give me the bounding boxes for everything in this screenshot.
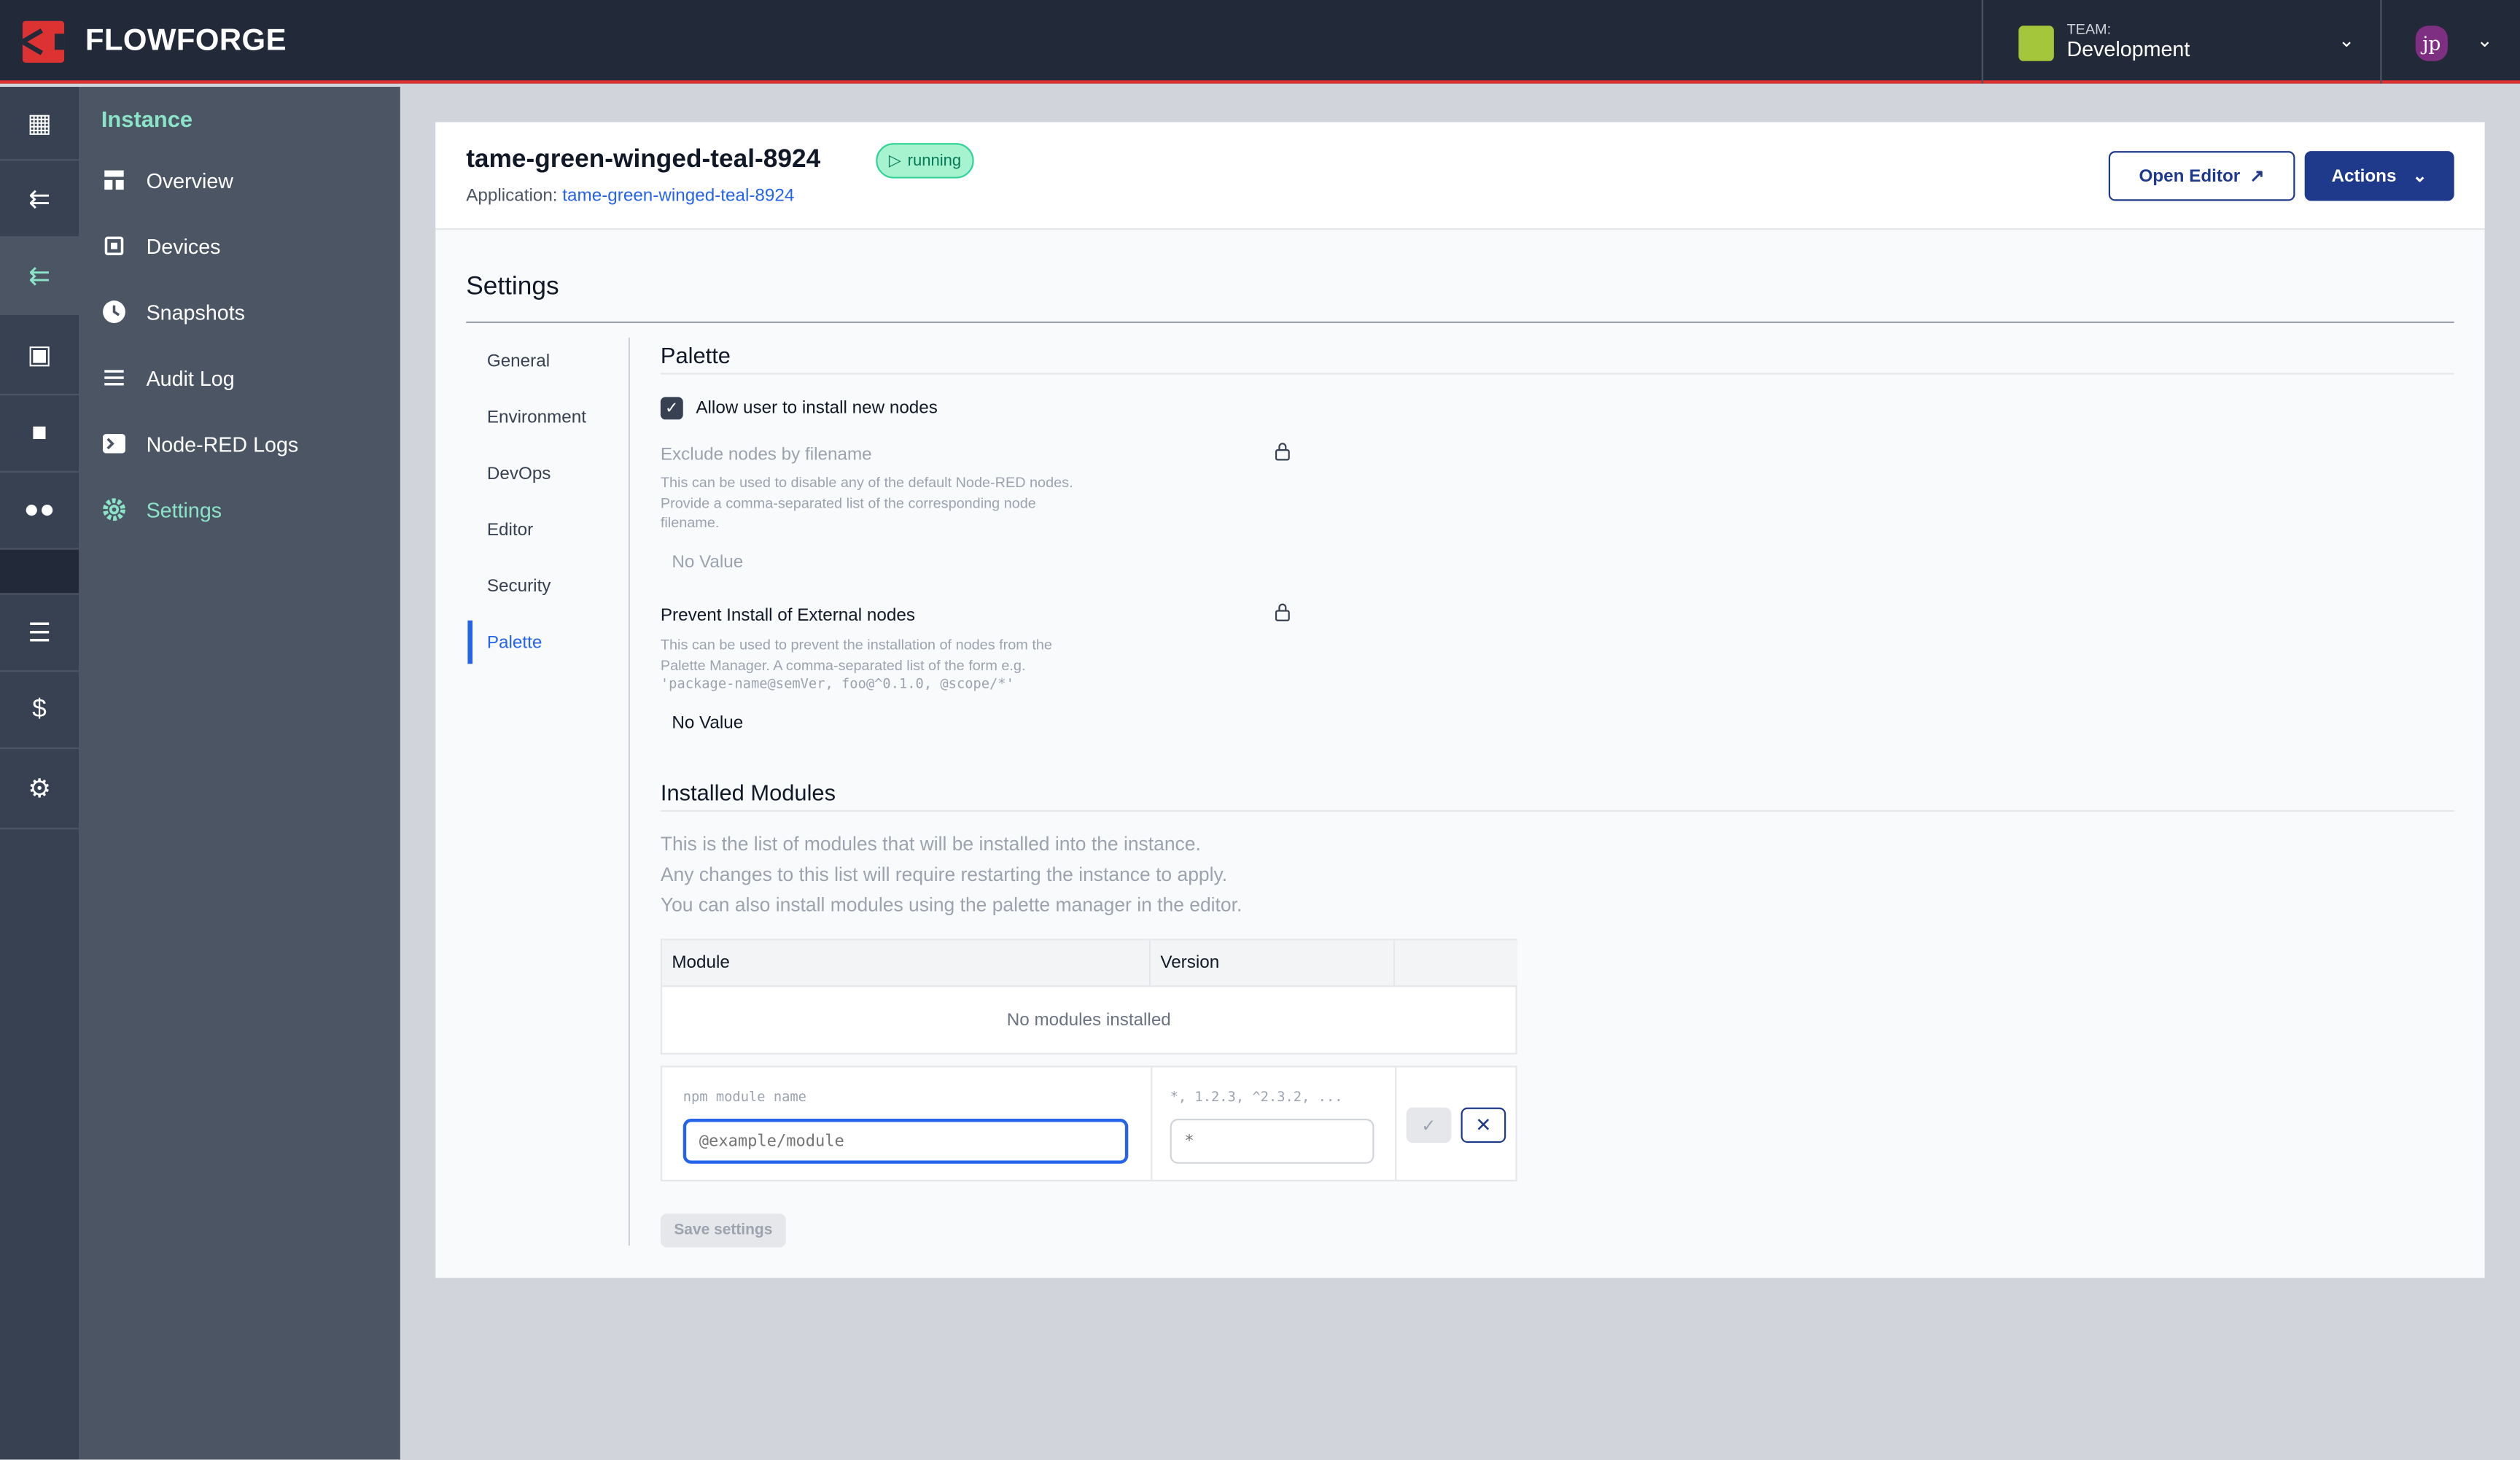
instance-name: tame-green-winged-teal-8924 xyxy=(466,146,821,174)
version-input[interactable] xyxy=(1170,1119,1374,1164)
sidebar-heading: Instance xyxy=(101,106,193,132)
allow-install-checkbox[interactable]: ✓ xyxy=(660,397,683,420)
team-avatar xyxy=(2018,26,2054,61)
installed-modules-title: Installed Modules xyxy=(660,779,836,806)
tab-security[interactable]: Security xyxy=(486,577,551,597)
instance-card: tame-green-winged-teal-8924 ▷ running App… xyxy=(435,122,2485,1278)
allow-install-row: ✓ Allow user to install new nodes xyxy=(660,397,938,420)
empty-state: No modules installed xyxy=(1006,1011,1171,1030)
layout-icon: ▦ xyxy=(27,109,52,138)
tab-editor[interactable]: Editor xyxy=(486,521,534,540)
module-name-input[interactable] xyxy=(682,1119,1129,1164)
active-tab-indicator xyxy=(467,620,473,664)
settings-title: Settings xyxy=(466,273,559,301)
application-line: Application: tame-green-winged-teal-8924 xyxy=(466,186,795,206)
sidebar-item-devices[interactable]: Devices xyxy=(101,233,221,259)
rail-applications[interactable]: ⇇ xyxy=(0,160,79,238)
module-name-label: npm module name xyxy=(682,1090,806,1106)
confirm-button[interactable]: ✓ xyxy=(1406,1107,1452,1143)
chip-icon xyxy=(104,236,124,256)
rail-settings[interactable]: ⚙ xyxy=(0,749,79,830)
lock-icon xyxy=(1275,603,1290,621)
palette-title: Palette xyxy=(660,342,731,368)
prevent-label: Prevent Install of External nodes xyxy=(660,605,915,626)
column-module: Module xyxy=(662,940,1151,987)
chevron-down-icon[interactable]: ⌄ xyxy=(2476,28,2493,52)
prevent-description: This can be used to prevent the installa… xyxy=(660,636,1052,693)
check-icon: ✓ xyxy=(1421,1116,1436,1136)
rail-storage[interactable]: ☰ xyxy=(0,595,79,672)
divider xyxy=(466,321,2454,324)
status-badge: ▷ running xyxy=(876,143,974,179)
team-selector[interactable]: TEAM: Development ⌄ xyxy=(1981,0,2382,84)
chevron-down-icon: ⌄ xyxy=(2338,28,2355,52)
team-label: TEAM: xyxy=(2066,20,2112,37)
gear-icon xyxy=(103,498,125,521)
play-circle-icon: ▷ xyxy=(888,152,901,170)
chip-icon: ▣ xyxy=(27,341,52,369)
users-icon: ●● xyxy=(23,495,55,524)
column-version: Version xyxy=(1151,940,1396,987)
sidebar-item-node-red-logs[interactable]: Node-RED Logs xyxy=(101,431,298,457)
rail-devices[interactable]: ▣ xyxy=(0,315,79,396)
dollar-icon: $ xyxy=(32,695,47,723)
icon-rail: ▦ ⇇ ⇇ ▣ ■ ●● ☰ $ ⚙ xyxy=(0,87,79,1460)
chevron-down-icon: ⌄ xyxy=(2412,167,2427,187)
list-icon xyxy=(104,370,124,386)
modules-description: This is the list of modules that will be… xyxy=(660,832,1242,917)
actions-button[interactable]: Actions ⌄ xyxy=(2304,151,2454,201)
tab-palette[interactable]: Palette xyxy=(486,633,542,653)
exclude-description: This can be used to disable any of the d… xyxy=(660,474,1073,531)
flow-icon: ⇇ xyxy=(28,263,50,290)
sidebar-item-overview[interactable]: Overview xyxy=(101,167,233,193)
rail-library[interactable]: ■ xyxy=(0,395,79,473)
sidebar-item-snapshots[interactable]: Snapshots xyxy=(101,299,245,325)
clock-icon xyxy=(103,300,125,324)
sidebar-item-audit-log[interactable]: Audit Log xyxy=(101,365,235,390)
rail-instances[interactable]: ⇇ xyxy=(0,238,79,316)
flow-icon: ⇇ xyxy=(28,185,50,214)
version-label: *, 1.2.3, ^2.3.2, ... xyxy=(1170,1090,1343,1106)
add-module-row: npm module name *, 1.2.3, ^2.3.2, ... ✓ … xyxy=(660,1065,1517,1182)
exclude-label: Exclude nodes by filename xyxy=(660,445,872,465)
tab-general[interactable]: General xyxy=(486,352,551,372)
terminal-icon xyxy=(103,434,125,454)
lock-icon xyxy=(1275,443,1290,461)
open-editor-button[interactable]: Open Editor ↗ xyxy=(2108,151,2295,201)
save-settings-button[interactable]: Save settings xyxy=(660,1214,786,1248)
tab-environment[interactable]: Environment xyxy=(486,408,586,428)
team-name: Development xyxy=(2066,36,2190,61)
divider xyxy=(660,373,2454,375)
divider xyxy=(660,809,2454,812)
application-link[interactable]: tame-green-winged-teal-8924 xyxy=(562,186,795,206)
user-avatar[interactable]: jp xyxy=(2415,26,2448,61)
sidebar-item-settings[interactable]: Settings xyxy=(101,497,222,522)
rail-divider xyxy=(0,549,79,595)
rail-members[interactable]: ●● xyxy=(0,473,79,550)
cancel-button[interactable]: ✕ xyxy=(1461,1107,1506,1143)
layout-icon xyxy=(104,170,124,190)
modules-table: Module Version No modules installed xyxy=(660,939,1517,1055)
flowforge-logo[interactable] xyxy=(22,20,65,63)
close-icon: ✕ xyxy=(1475,1114,1492,1137)
instance-sidebar: Instance Overview Devices Snapshots Audi… xyxy=(79,87,400,1460)
database-icon: ☰ xyxy=(28,619,51,648)
tab-devops[interactable]: DevOps xyxy=(486,464,551,484)
gear-icon: ⚙ xyxy=(28,775,51,803)
exclude-value: No Value xyxy=(672,553,744,572)
column-actions xyxy=(1395,940,1517,987)
top-bar: FLOWFORGE TEAM: Development ⌄ jp ⌄ xyxy=(0,0,2520,84)
rail-billing[interactable]: $ xyxy=(0,672,79,750)
folder-icon: ■ xyxy=(31,419,47,446)
instance-header: tame-green-winged-teal-8924 ▷ running App… xyxy=(435,122,2485,230)
prevent-value: No Value xyxy=(672,713,744,734)
external-link-icon: ↗ xyxy=(2249,167,2265,187)
rail-dashboard[interactable]: ▦ xyxy=(0,87,79,161)
divider xyxy=(628,337,631,1246)
brand-name: FLOWFORGE xyxy=(85,24,287,58)
